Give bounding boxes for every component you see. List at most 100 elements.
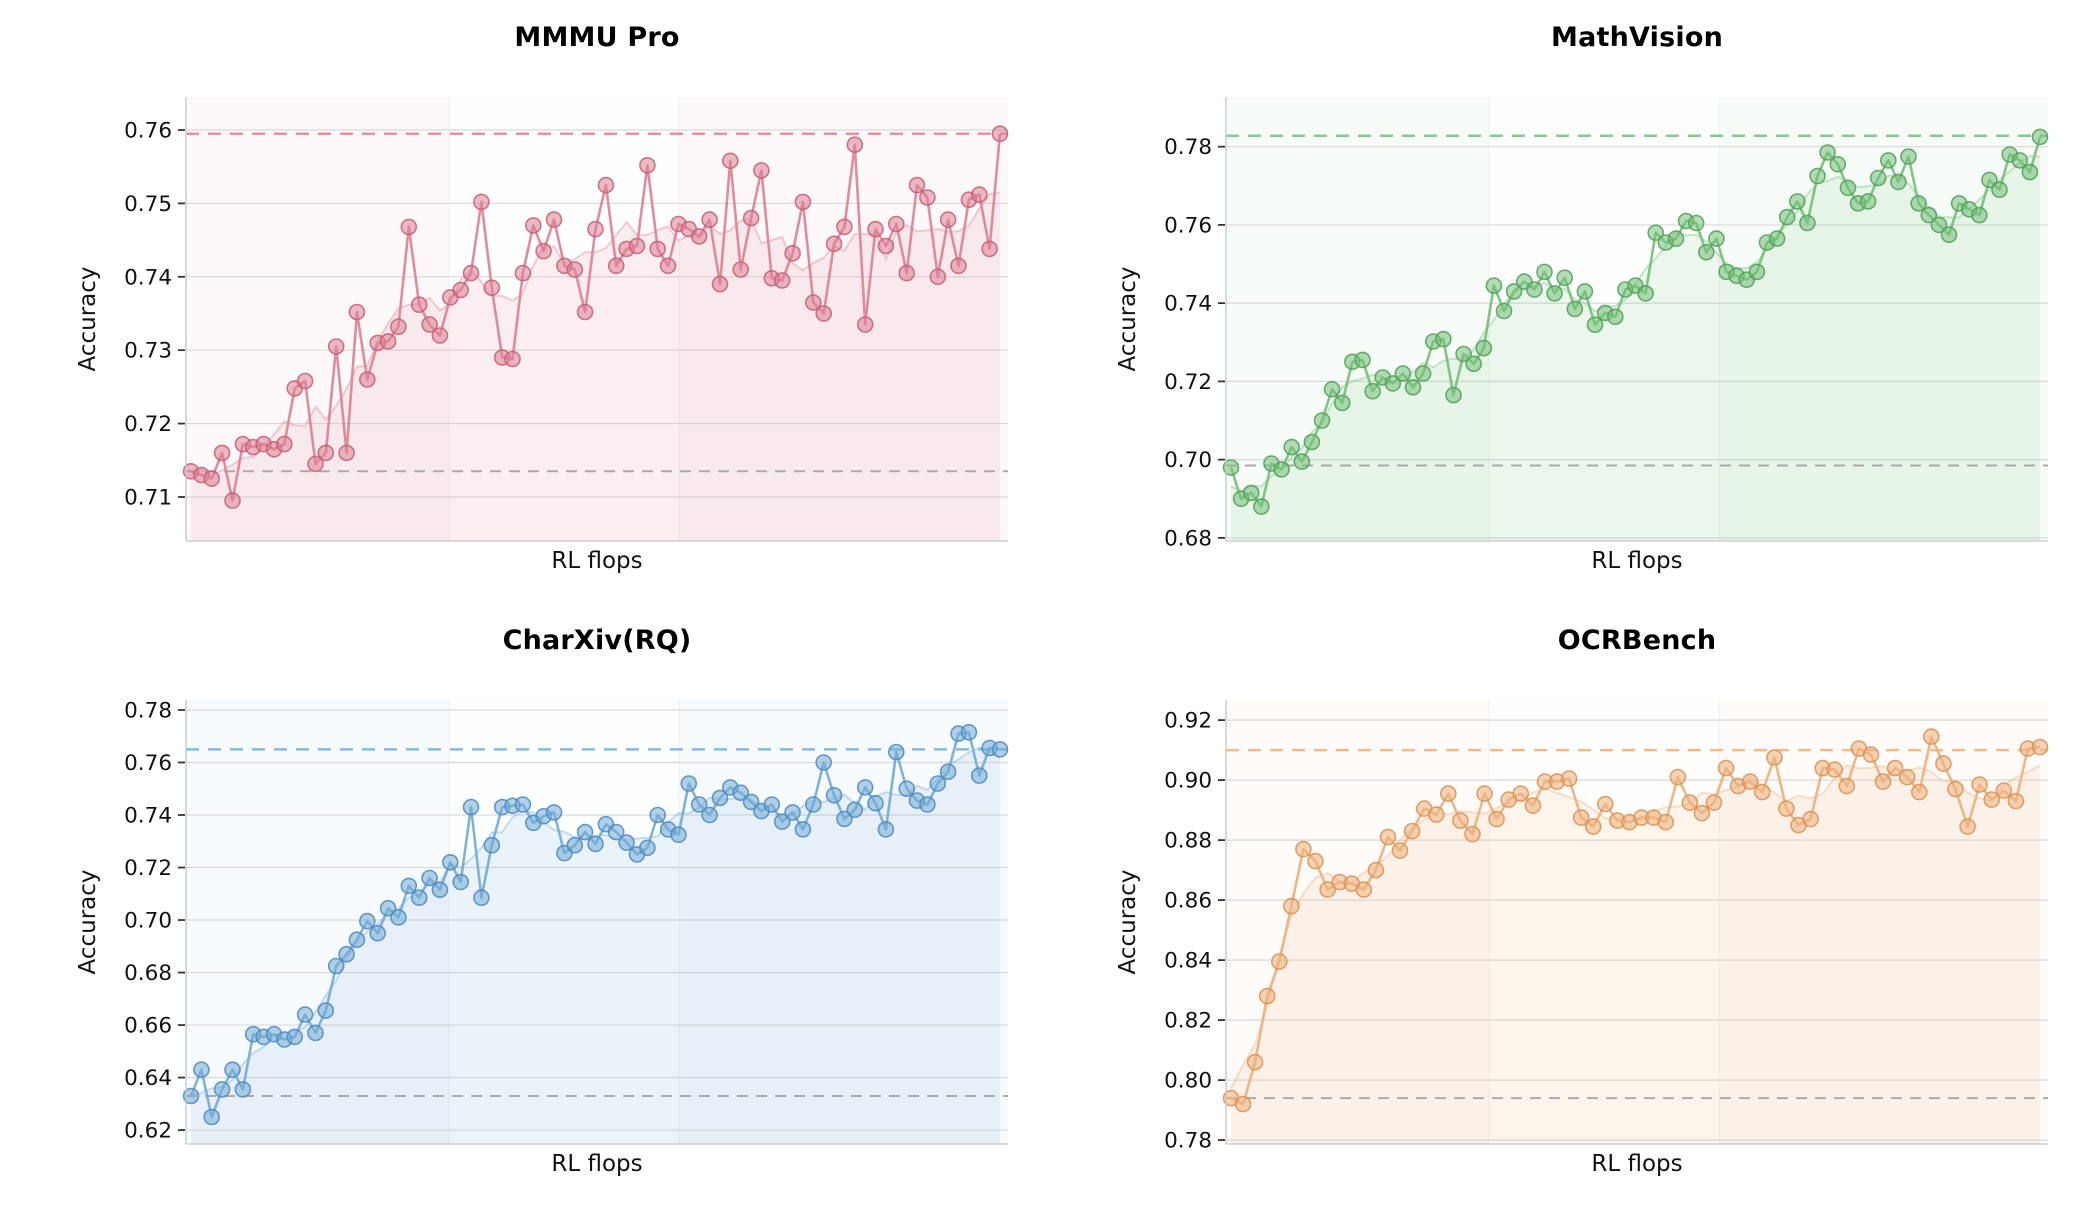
data-point-marker xyxy=(421,316,438,333)
y-tick-label: 0.66 xyxy=(124,1014,172,1039)
data-point-marker xyxy=(1355,881,1373,898)
data-point-marker xyxy=(317,1002,335,1019)
y-tick-label: 0.76 xyxy=(124,751,172,776)
data-point-marker xyxy=(286,1028,304,1046)
data-point-marker xyxy=(742,209,760,227)
data-point-marker xyxy=(1959,818,1976,835)
data-point-marker xyxy=(1708,230,1725,247)
data-point-marker xyxy=(1669,768,1687,786)
data-point-marker xyxy=(431,327,449,344)
data-point-marker xyxy=(1455,345,1472,363)
data-point-marker xyxy=(1427,806,1445,823)
data-point-marker xyxy=(1234,1095,1252,1113)
accuracy-line-plot: 0.78 0.80 0.82 0.84 0.86 0.88 0.90 0.92 xyxy=(1164,700,2049,1154)
data-point-marker xyxy=(639,839,656,857)
data-point-marker xyxy=(618,834,635,851)
data-point-marker xyxy=(1910,195,1927,212)
data-point-marker xyxy=(960,724,978,741)
x-axis-label: RL flops xyxy=(551,1151,643,1177)
y-tick-label: 0.68 xyxy=(1164,526,1212,551)
data-point-marker xyxy=(431,881,449,899)
data-point-marker xyxy=(929,775,947,792)
data-point-marker xyxy=(597,176,615,194)
data-point-marker xyxy=(2031,128,2049,146)
data-point-marker xyxy=(587,835,604,853)
smoothed-area xyxy=(1231,765,2040,1144)
data-point-marker xyxy=(587,220,604,238)
data-point-marker xyxy=(2011,152,2029,169)
data-point-marker xyxy=(1748,263,1766,281)
data-point-marker xyxy=(1809,167,1826,185)
data-point-marker xyxy=(234,1081,252,1098)
data-point-marker xyxy=(514,264,532,282)
data-point-marker xyxy=(473,193,490,211)
data-point-marker xyxy=(1859,193,1877,210)
data-point-marker xyxy=(483,836,501,854)
data-point-marker xyxy=(1922,728,1940,745)
data-point-marker xyxy=(753,162,770,179)
smoothed-area xyxy=(1231,156,2040,541)
y-tick-label: 0.70 xyxy=(124,909,172,934)
data-point-marker xyxy=(576,823,594,841)
data-point-marker xyxy=(1524,797,1542,814)
data-point-marker xyxy=(1476,785,1493,802)
data-point-marker xyxy=(462,798,480,816)
y-tick-label: 0.73 xyxy=(124,339,172,364)
data-point-marker xyxy=(1271,953,1288,970)
data-point-marker xyxy=(358,371,376,388)
y-tick-label: 0.72 xyxy=(124,412,172,437)
x-axis-label: RL flops xyxy=(1591,548,1683,574)
y-tick-label: 0.74 xyxy=(124,265,172,290)
data-point-marker xyxy=(524,217,542,234)
y-tick-label: 0.78 xyxy=(1164,135,1212,160)
data-point-marker xyxy=(887,743,905,761)
data-point-marker xyxy=(1693,804,1711,822)
data-point-marker xyxy=(939,211,957,228)
data-point-marker xyxy=(680,775,698,792)
data-point-marker xyxy=(1512,785,1530,802)
data-point-marker xyxy=(701,211,718,228)
y-tick-label: 0.86 xyxy=(1164,889,1212,914)
data-point-marker xyxy=(804,796,822,813)
data-point-marker xyxy=(1293,453,1311,470)
data-point-marker xyxy=(390,909,407,926)
y-tick-label: 0.92 xyxy=(1164,709,1212,734)
data-point-marker xyxy=(224,1061,241,1079)
data-point-marker xyxy=(379,899,397,917)
y-tick-label: 0.76 xyxy=(124,119,172,144)
data-point-marker xyxy=(1414,365,1432,382)
data-point-marker xyxy=(1874,773,1892,790)
data-point-marker xyxy=(1970,206,1988,224)
data-point-marker xyxy=(815,754,833,771)
y-tick-label: 0.71 xyxy=(124,485,172,510)
data-point-marker xyxy=(929,268,947,286)
data-point-marker xyxy=(1869,169,1887,187)
data-point-marker xyxy=(441,853,459,871)
data-point-marker xyxy=(421,869,438,887)
data-point-marker xyxy=(473,889,490,907)
data-point-marker xyxy=(1879,152,1897,169)
data-point-marker xyxy=(1741,773,1759,790)
data-point-marker xyxy=(773,272,791,289)
data-point-marker xyxy=(1439,785,1457,802)
data-point-marker xyxy=(348,931,366,949)
data-point-marker xyxy=(1475,339,1493,357)
accuracy-line-plot: 0.71 0.72 0.73 0.74 0.75 0.76 xyxy=(124,97,1009,542)
y-tick-label: 0.72 xyxy=(124,856,172,881)
data-point-marker xyxy=(1576,283,1594,300)
data-point-marker xyxy=(1862,746,1880,763)
chart-panel-mmmu-pro: MMMU Pro Accuracy 0.71 0.72 0.73 0.74 0.75 0.… xyxy=(0,0,1040,603)
data-point-marker xyxy=(1560,770,1578,787)
data-point-marker xyxy=(1647,224,1665,241)
chart-title: OCRBench xyxy=(1557,625,1717,656)
data-point-marker xyxy=(1799,214,1816,232)
data-point-marker xyxy=(327,338,345,355)
data-point-marker xyxy=(856,779,874,796)
data-point-marker xyxy=(836,218,853,236)
data-point-marker xyxy=(732,784,750,801)
data-point-marker xyxy=(462,264,480,282)
data-point-marker xyxy=(950,257,967,275)
data-point-marker xyxy=(919,796,936,813)
data-point-marker xyxy=(898,264,916,282)
